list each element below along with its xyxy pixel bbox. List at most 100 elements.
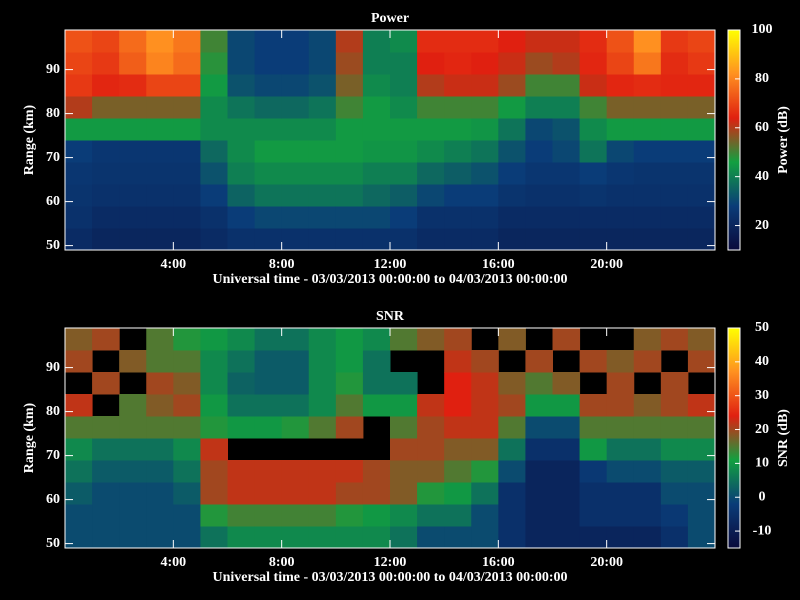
- heatmap-cell: [254, 350, 283, 373]
- heatmap-cell: [308, 328, 337, 351]
- heatmap-cell: [119, 350, 147, 373]
- heatmap-cell: [606, 504, 635, 527]
- heatmap-cell: [227, 372, 256, 395]
- heatmap-cell: [308, 52, 337, 75]
- heatmap-cell: [173, 482, 201, 505]
- heatmap-cell: [498, 394, 526, 417]
- heatmap-cell: [254, 206, 283, 229]
- x-tick-label: 8:00: [269, 257, 295, 272]
- heatmap-cell: [308, 140, 337, 163]
- x-axis-label: Universal time - 03/03/2013 00:00:00 to …: [212, 272, 567, 287]
- heatmap-cell: [92, 30, 120, 53]
- heatmap-cell: [390, 206, 418, 229]
- heatmap-cell: [227, 30, 256, 53]
- heatmap-cell: [146, 206, 174, 229]
- heatmap-cell: [65, 438, 93, 461]
- heatmap-cell: [254, 526, 283, 549]
- heatmap-cell: [579, 140, 608, 163]
- heatmap-cell: [606, 162, 635, 185]
- heatmap-cell: [471, 74, 499, 97]
- heatmap-cell: [362, 162, 391, 185]
- heatmap-cell: [498, 526, 526, 549]
- heatmap-cell: [579, 74, 608, 97]
- heatmap-cell: [65, 162, 93, 185]
- heatmap-cell: [146, 438, 174, 461]
- heatmap-cell: [417, 140, 445, 163]
- heatmap-cell: [200, 328, 228, 351]
- heatmap-cell: [525, 118, 553, 141]
- heatmap-cell: [417, 184, 445, 207]
- heatmap-cell: [227, 394, 256, 417]
- heatmap-cell: [65, 140, 93, 163]
- heatmap-cell: [417, 460, 445, 483]
- heatmap-cell: [146, 482, 174, 505]
- heatmap-cell: [200, 140, 228, 163]
- heatmap-cell: [308, 162, 337, 185]
- heatmap-cell: [362, 504, 391, 527]
- heatmap-cell: [525, 460, 553, 483]
- heatmap-cell: [146, 416, 174, 439]
- y-tick-label: 50: [46, 238, 60, 253]
- x-tick-label: 16:00: [482, 555, 515, 570]
- heatmap-cell: [227, 206, 256, 229]
- heatmap-cell: [335, 526, 364, 549]
- heatmap-cell: [687, 350, 716, 373]
- heatmap-cell: [173, 52, 201, 75]
- colorbar-tick-label: 20: [755, 218, 769, 233]
- heatmap-cell: [200, 228, 228, 251]
- heatmap-cell: [362, 482, 391, 505]
- heatmap-cell: [498, 184, 526, 207]
- heatmap-cell: [92, 74, 120, 97]
- y-tick-label: 90: [46, 360, 60, 375]
- heatmap-cell: [227, 526, 256, 549]
- heatmap-cell: [173, 372, 201, 395]
- heatmap-cell: [390, 504, 418, 527]
- heatmap-cell: [633, 504, 662, 527]
- heatmap-cell: [633, 162, 662, 185]
- heatmap-cell: [444, 30, 472, 53]
- heatmap-cell: [444, 394, 472, 417]
- colorbar: [727, 327, 741, 549]
- heatmap-cell: [362, 206, 391, 229]
- heatmap-cell: [687, 206, 716, 229]
- heatmap-cell: [552, 140, 581, 163]
- heatmap-cell: [471, 184, 499, 207]
- heatmap-cell: [65, 328, 93, 351]
- heatmap-cell: [525, 30, 553, 53]
- heatmap-cell: [362, 394, 391, 417]
- heatmap-cell: [471, 96, 499, 119]
- y-tick-label: 70: [46, 448, 60, 463]
- heatmap-cell: [552, 504, 581, 527]
- heatmap-cell: [335, 328, 364, 351]
- heatmap-cell: [687, 184, 716, 207]
- heatmap-cell: [498, 372, 526, 395]
- heatmap-cell: [498, 74, 526, 97]
- heatmap-cell: [173, 416, 201, 439]
- heatmap-cell: [525, 74, 553, 97]
- heatmap-cell: [173, 140, 201, 163]
- heatmap-cell: [525, 394, 553, 417]
- heatmap-cell: [92, 526, 120, 549]
- heatmap-cell: [362, 30, 391, 53]
- heatmap-cell: [200, 206, 228, 229]
- y-axis-label: Range (km): [22, 104, 37, 175]
- heatmap-cell: [579, 228, 608, 251]
- heatmap-cell: [119, 96, 147, 119]
- heatmap-cell: [633, 438, 662, 461]
- heatmap-cell: [687, 438, 716, 461]
- heatmap-cell: [633, 96, 662, 119]
- heatmap-cell: [444, 438, 472, 461]
- heatmap-cell: [444, 184, 472, 207]
- heatmap-cell: [444, 118, 472, 141]
- heatmap-cell: [471, 162, 499, 185]
- heatmap-cell: [471, 52, 499, 75]
- heatmap-cell: [281, 416, 310, 439]
- heatmap-cell: [417, 96, 445, 119]
- heatmap-cell: [335, 118, 364, 141]
- heatmap-cell: [65, 394, 93, 417]
- heatmap-cell: [146, 394, 174, 417]
- heatmap-cell: [417, 52, 445, 75]
- heatmap-cell: [335, 504, 364, 527]
- heatmap-cell: [417, 328, 445, 351]
- heatmap-cell: [119, 228, 147, 251]
